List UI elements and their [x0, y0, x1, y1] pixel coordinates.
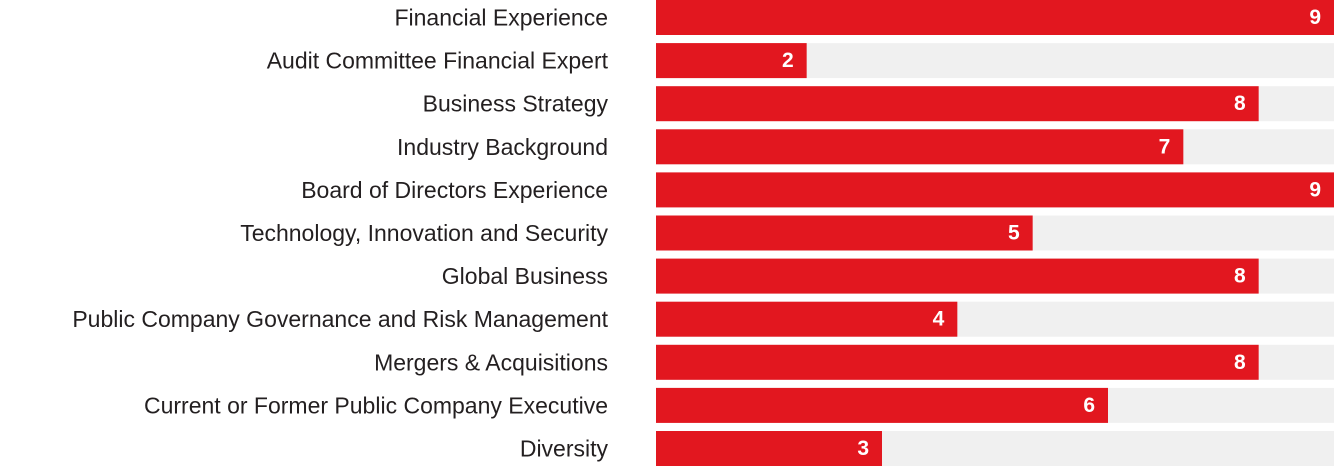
value-label: 8	[1234, 351, 1246, 374]
value-label: 8	[1234, 265, 1246, 288]
category-label: Diversity	[520, 436, 609, 462]
bars	[656, 0, 1334, 466]
bar	[656, 258, 1259, 294]
category-label: Board of Directors Experience	[301, 177, 608, 203]
bar	[656, 215, 1033, 251]
bar	[656, 387, 1108, 423]
category-label: Business Strategy	[423, 91, 609, 117]
value-label: 5	[1008, 222, 1020, 245]
category-label: Financial Experience	[394, 5, 608, 31]
category-label: Current or Former Public Company Executi…	[144, 392, 608, 418]
category-labels: Financial Experience Audit Committee Fina…	[72, 5, 608, 462]
category-label: Audit Committee Financial Expert	[267, 48, 609, 74]
value-labels: 9 2 8 7 9 5 8 4 8 6 3	[782, 6, 1321, 460]
bar	[656, 344, 1259, 380]
bar	[656, 129, 1184, 165]
category-label: Global Business	[442, 263, 608, 289]
value-label: 9	[1309, 6, 1321, 29]
value-label: 2	[782, 49, 794, 72]
value-label: 6	[1083, 394, 1095, 417]
bar	[656, 431, 882, 466]
bar	[656, 86, 1259, 122]
category-label: Mergers & Acquisitions	[374, 349, 608, 375]
value-label: 8	[1234, 92, 1246, 115]
category-label: Public Company Governance and Risk Manag…	[72, 306, 608, 332]
value-label: 3	[857, 437, 869, 460]
value-label: 9	[1309, 178, 1321, 201]
bar	[656, 43, 807, 79]
value-label: 4	[933, 308, 945, 331]
value-label: 7	[1159, 135, 1171, 158]
category-label: Industry Background	[397, 134, 608, 160]
bar	[656, 301, 958, 337]
bar	[656, 172, 1334, 208]
category-label: Technology, Innovation and Security	[240, 220, 608, 246]
bar	[656, 0, 1334, 35]
